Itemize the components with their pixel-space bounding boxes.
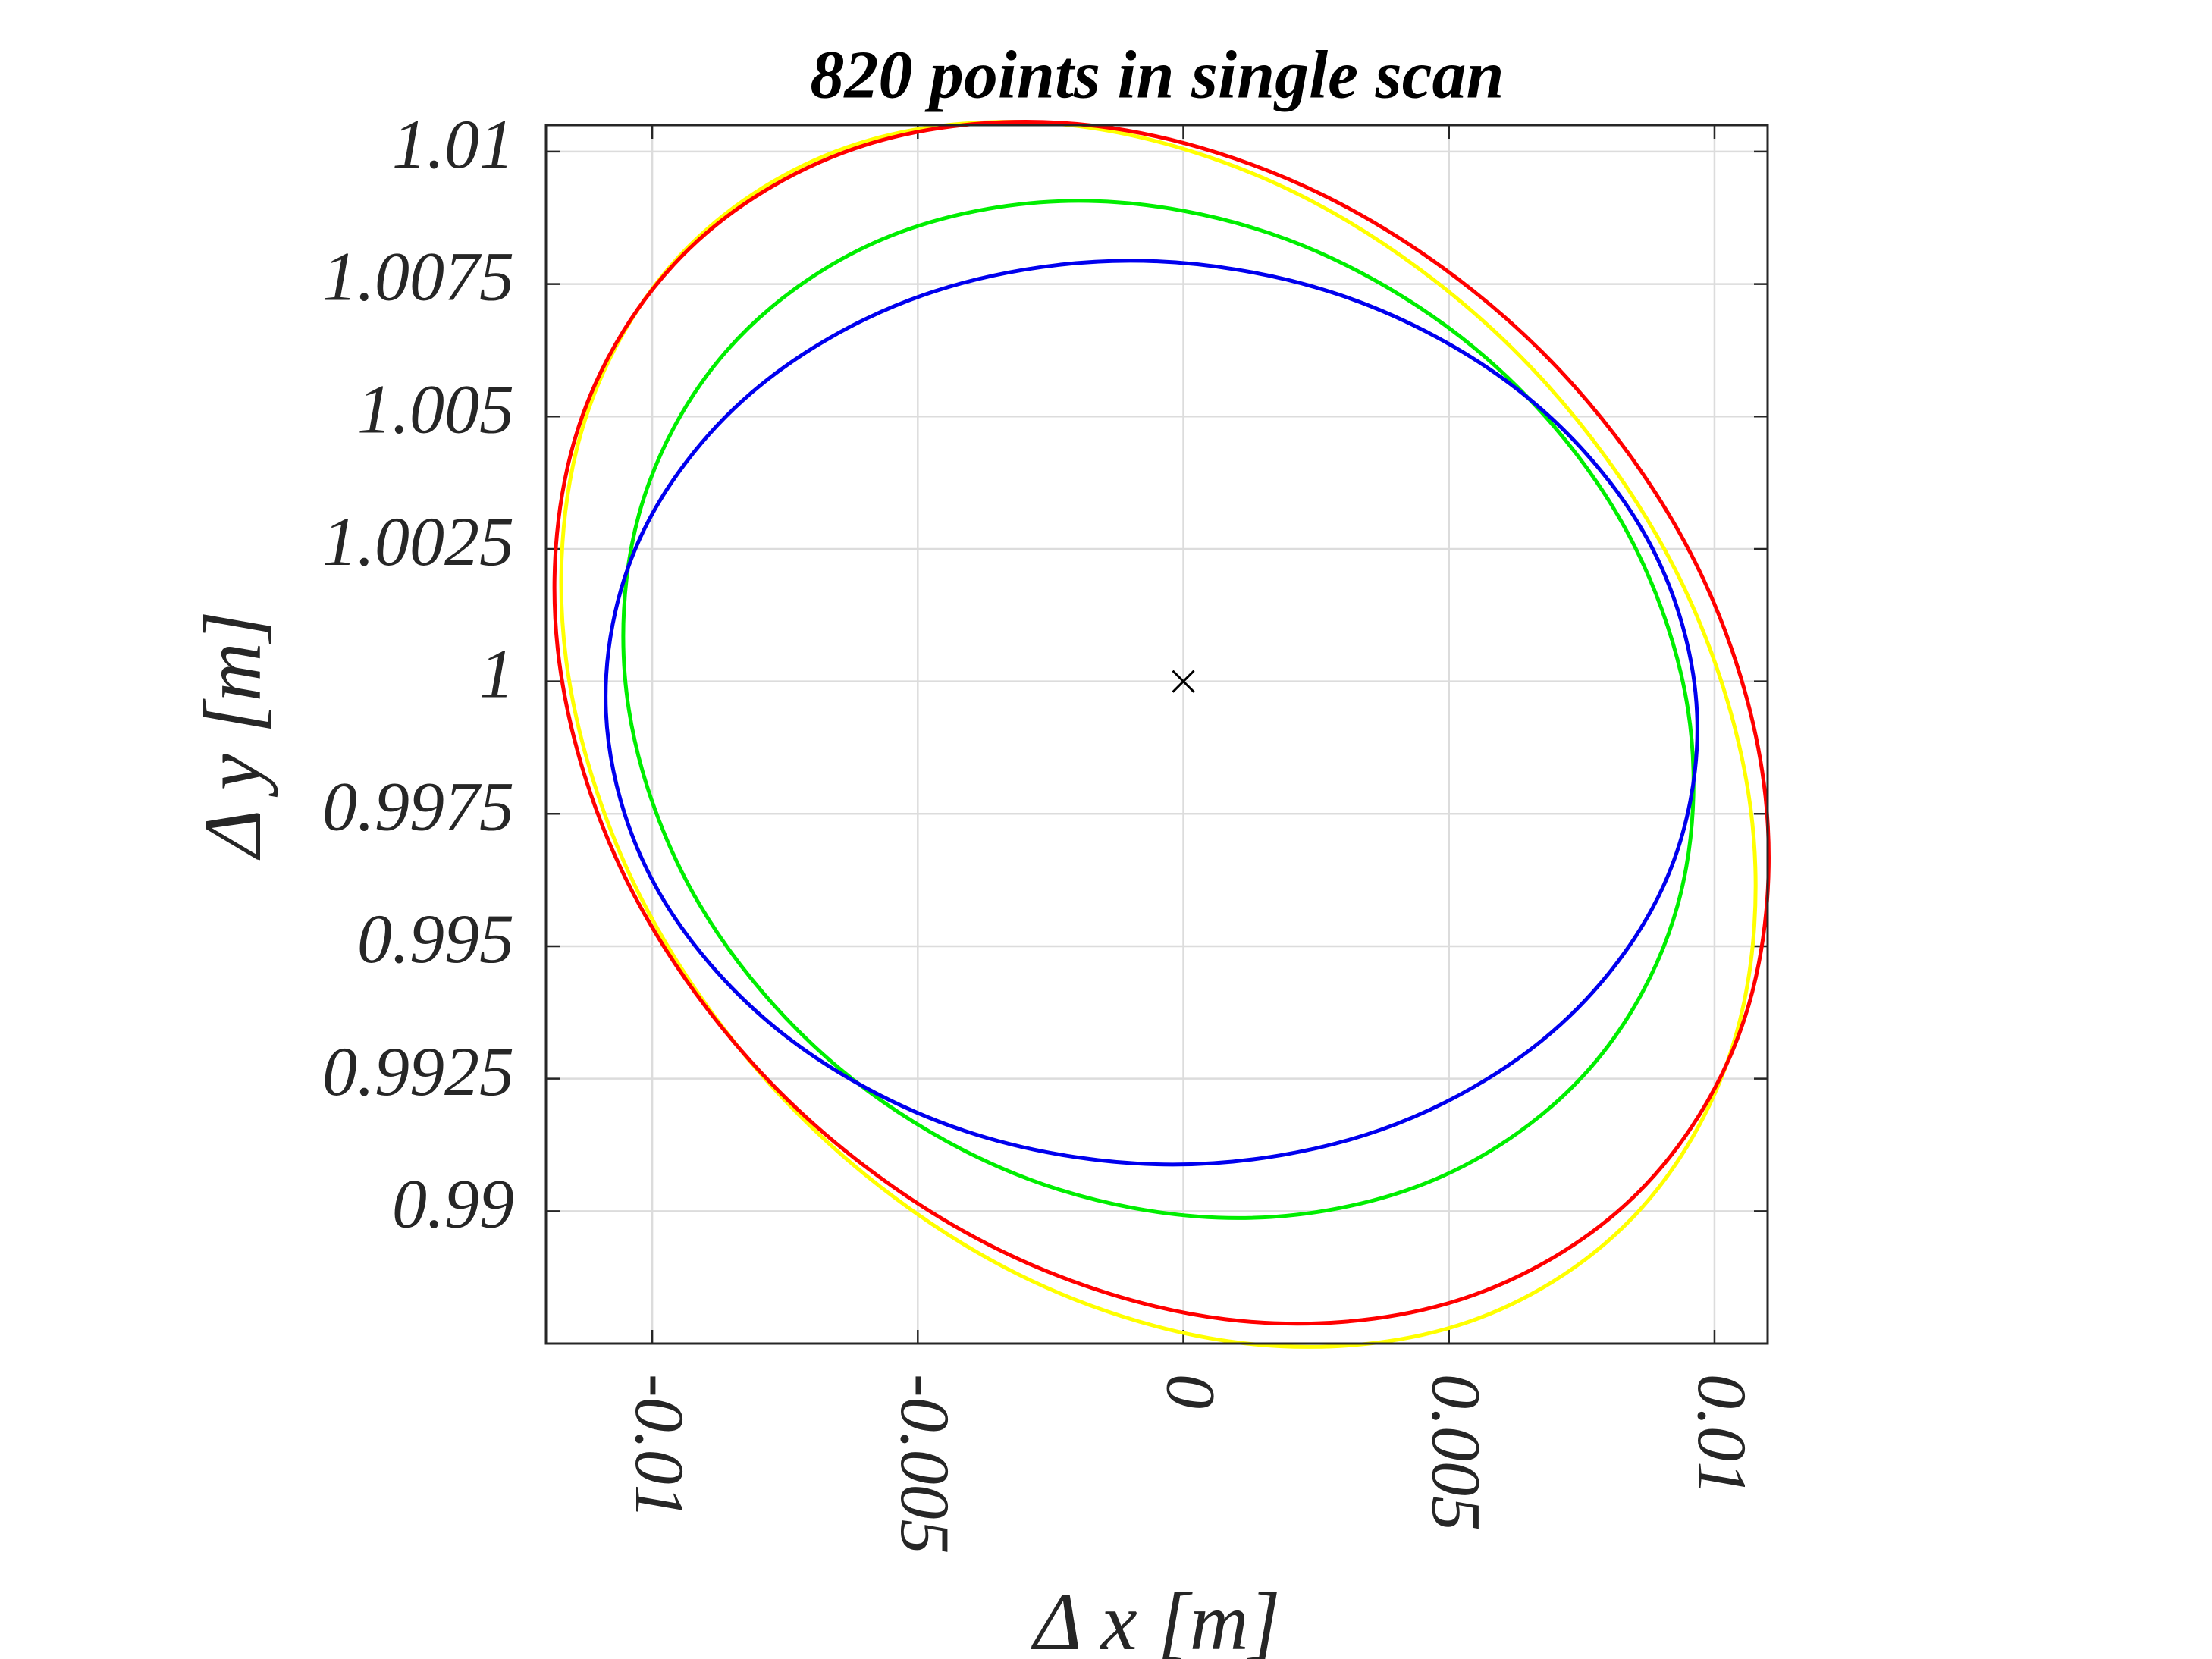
y-tick-label: 0.99 [392,1165,514,1242]
curve [604,259,1699,1167]
y-tick-label: 1.01 [392,105,514,183]
x-tick-label: -0.005 [886,1374,964,1554]
curve [621,199,1696,1220]
x-tick-label: 0.005 [1418,1374,1495,1531]
x-tick-label: 0.01 [1683,1374,1761,1496]
plot-frame [544,124,1769,1345]
y-tick-label: 1.0075 [322,238,514,315]
x-axis-label: Δ x [m] [1031,1577,1280,1659]
chart-title: 820 points in single scan [810,38,1504,113]
y-tick-label: 1.005 [357,370,514,447]
y-tick-label: 1.0025 [322,503,514,580]
y-tick-label: 0.9975 [322,767,514,845]
curve [559,120,1758,1349]
y-tick-label: 1 [479,635,514,713]
curve [552,120,1771,1326]
plot-area [546,125,1768,1344]
center-marker [1172,670,1195,693]
x-tick-label: -0.01 [621,1374,698,1519]
x-tick-label: 0 [1152,1374,1229,1409]
y-tick-label: 0.9925 [322,1033,514,1110]
marker-stroke [1172,670,1195,693]
y-tick-label: 0.995 [357,900,514,977]
y-axis-label: Δ y [m] [188,610,278,860]
